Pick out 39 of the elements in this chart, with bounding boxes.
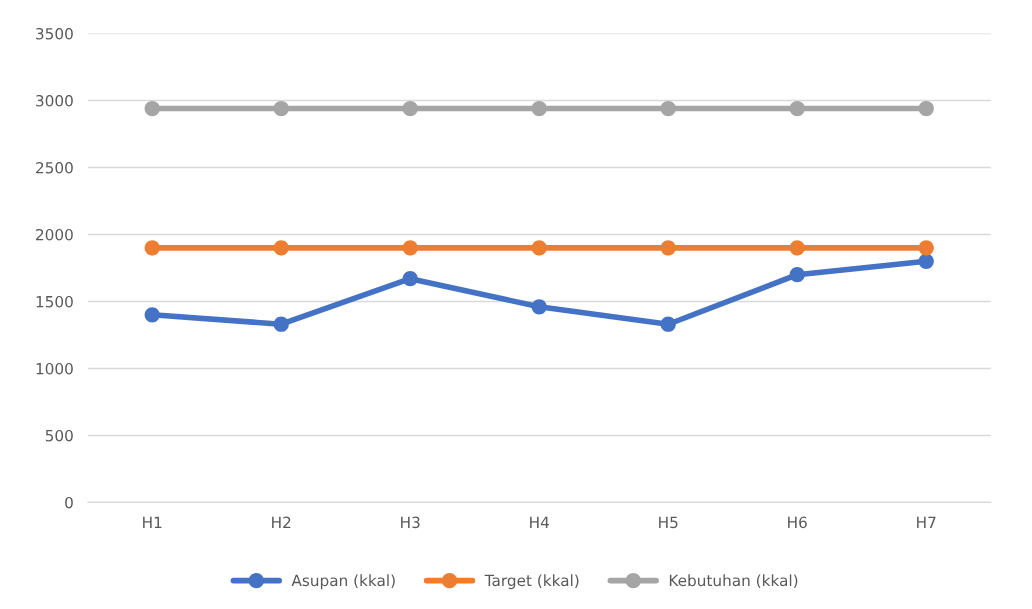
point	[531, 100, 547, 117]
point	[273, 100, 289, 117]
y-tick-label: 0	[65, 496, 73, 509]
x-tick-label: H1	[143, 516, 162, 528]
point	[144, 100, 160, 117]
point	[660, 100, 676, 117]
y-tick-label: 1000	[36, 362, 73, 375]
x-tick-label: H3	[401, 516, 420, 529]
y-tick-label: 3000	[36, 94, 73, 107]
point	[402, 240, 418, 256]
point	[789, 240, 805, 256]
y-tick-label: 3500	[36, 27, 73, 40]
y-tick-label: 2000	[36, 228, 73, 241]
point	[660, 316, 676, 332]
point	[402, 271, 418, 287]
x-tick-label: H5	[659, 516, 678, 529]
point	[789, 267, 805, 283]
point	[273, 316, 289, 332]
x-tick-label: H4	[530, 516, 549, 528]
point	[789, 100, 805, 117]
point	[144, 240, 160, 256]
point	[660, 240, 676, 256]
legend-label: Kebutuhan (kkal)	[669, 574, 798, 588]
point	[918, 253, 934, 269]
point	[531, 240, 547, 256]
y-tick-label: 1500	[36, 295, 73, 308]
x-tick-label: H2	[272, 516, 291, 528]
point	[918, 100, 934, 117]
point	[144, 307, 160, 323]
point	[402, 100, 418, 117]
y-tick-label: 2500	[36, 161, 73, 174]
x-tick-label: H6	[788, 516, 807, 529]
x-tick-label: H7	[917, 516, 936, 528]
point	[531, 299, 547, 315]
y-tick-label: 500	[45, 429, 73, 442]
legend-label: Target (kkal)	[484, 574, 579, 590]
point	[918, 240, 934, 256]
legend-label: Asupan (kkal)	[291, 574, 395, 590]
point	[273, 240, 289, 256]
